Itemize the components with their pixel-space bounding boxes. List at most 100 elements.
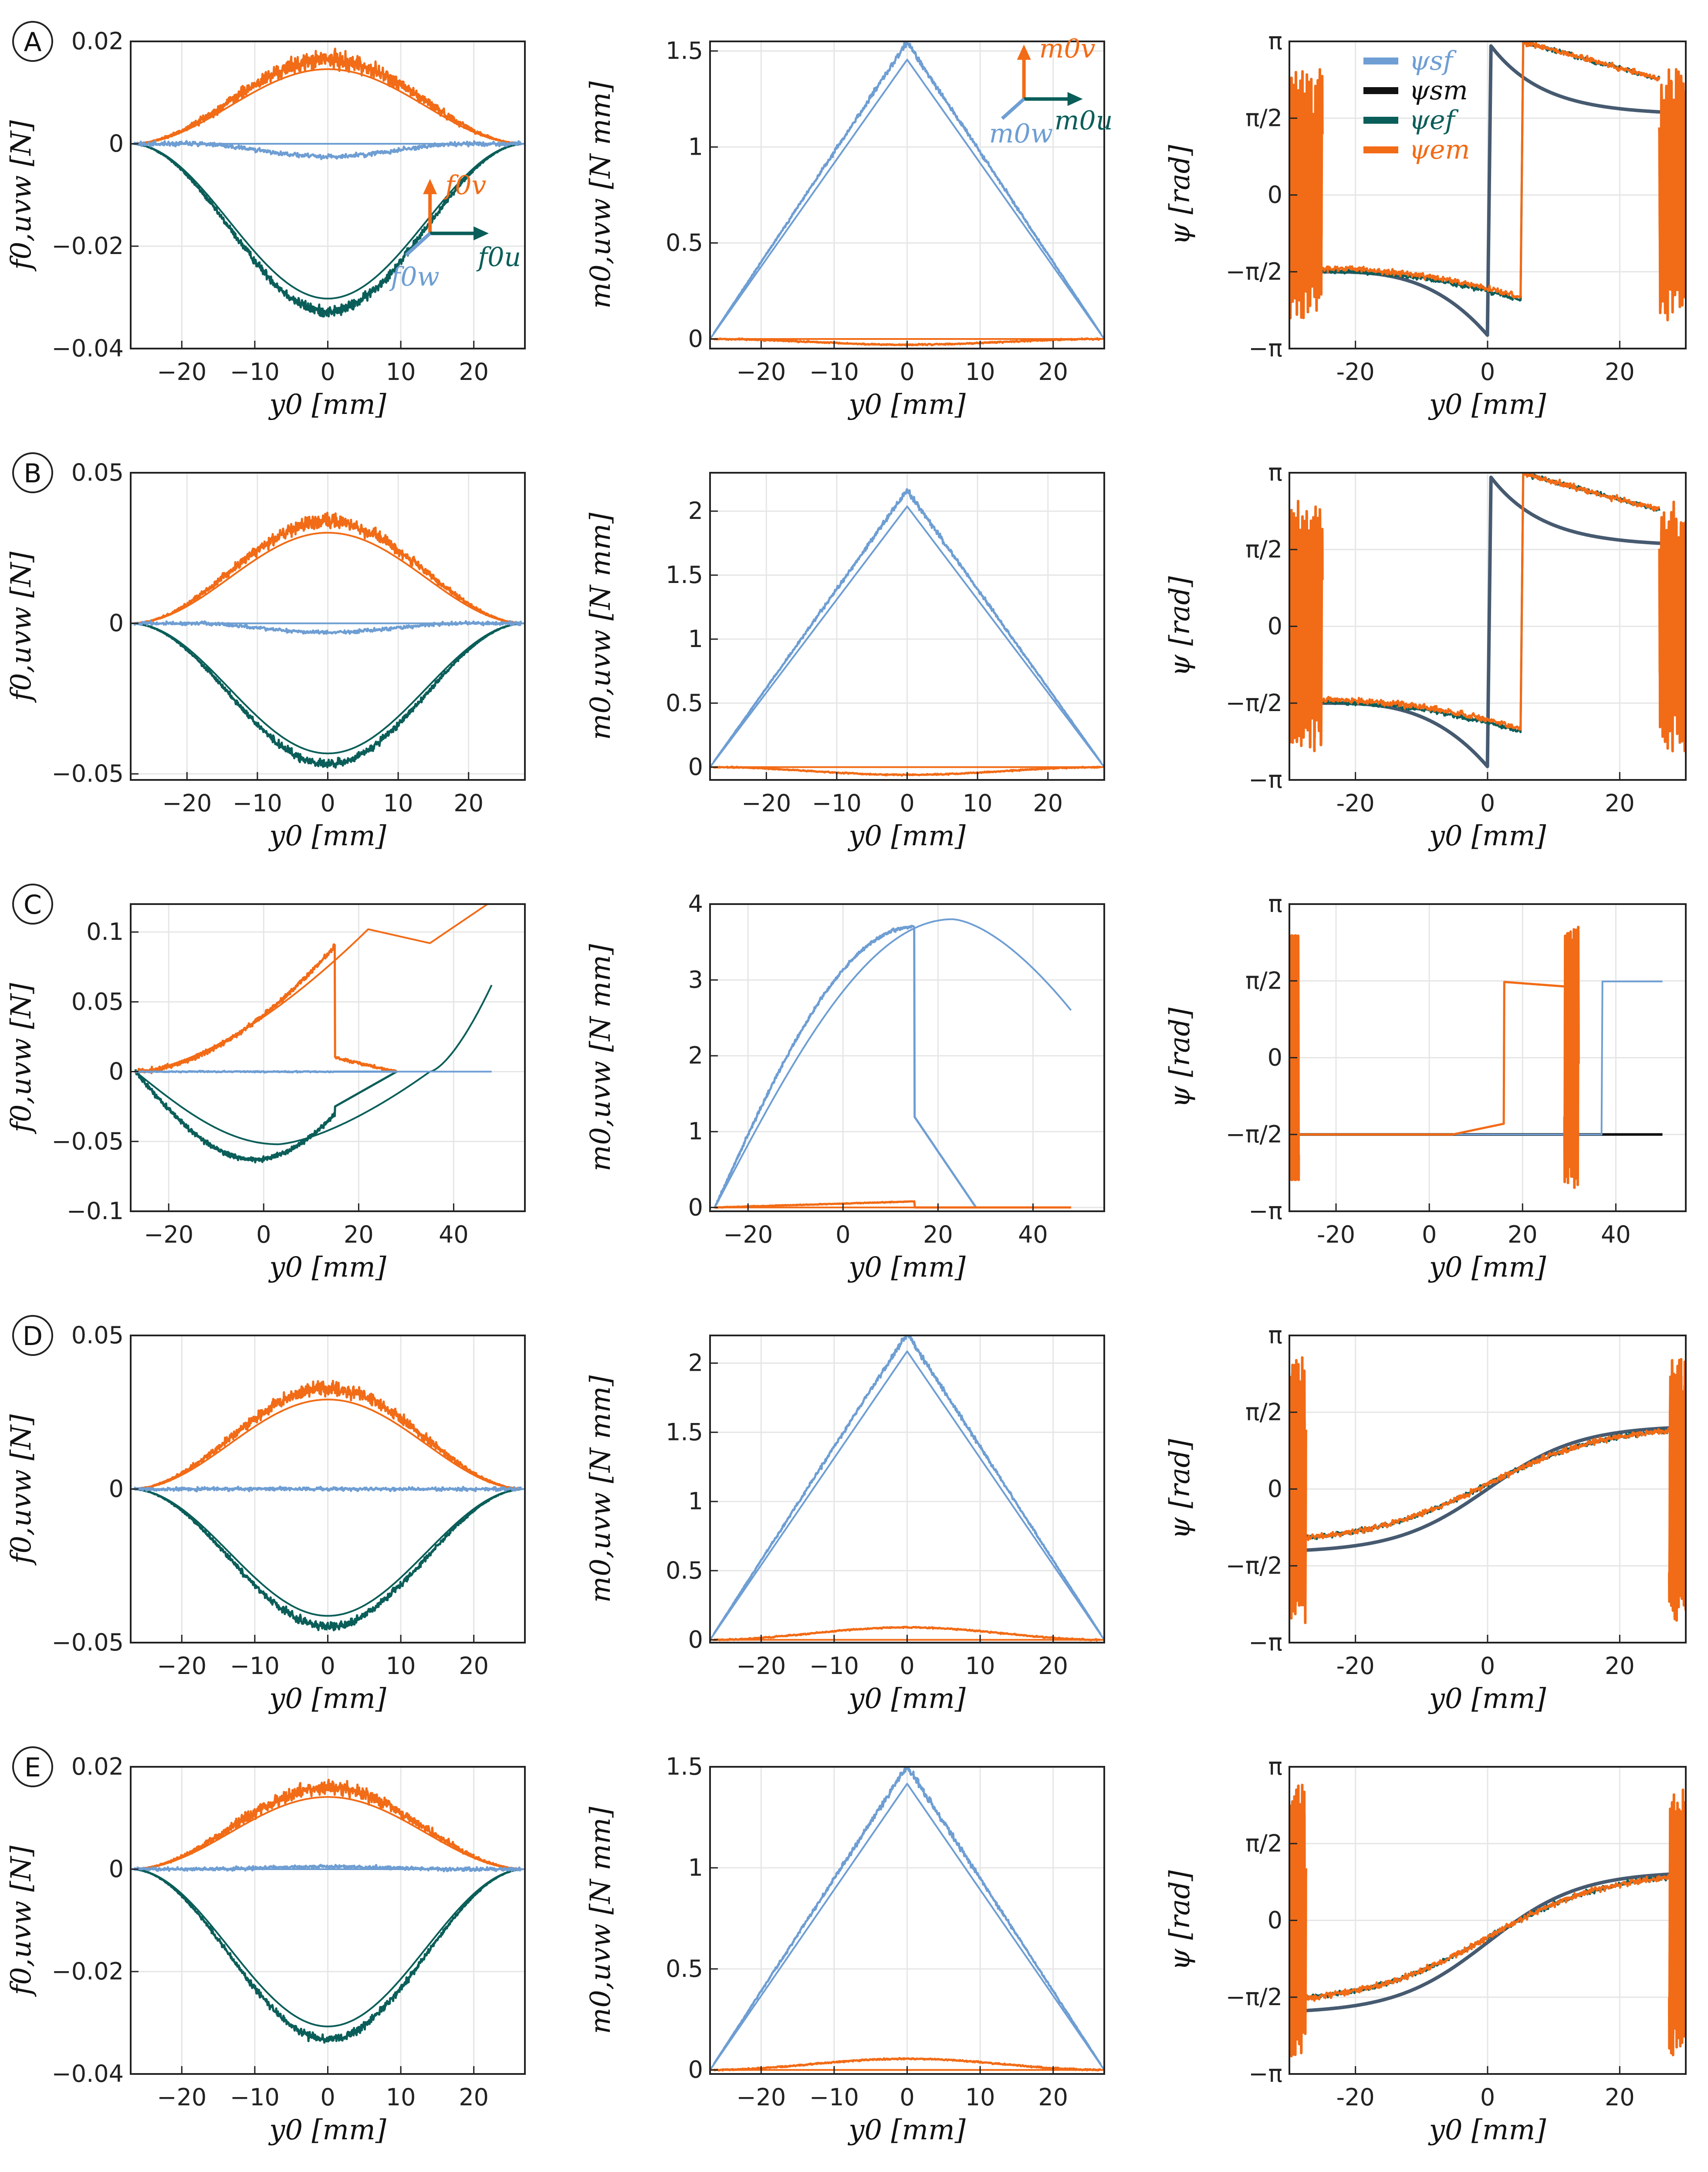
series-em xyxy=(1298,981,1569,1136)
plot-area xyxy=(1289,473,1686,769)
y-tick-label: 0 xyxy=(688,1626,703,1654)
series-v-model xyxy=(135,904,489,1073)
y-tick-label: 0.5 xyxy=(666,229,703,257)
series-em-noise-left xyxy=(1289,500,1324,752)
y-axis-label: m0,uvw [N mm] xyxy=(585,512,617,740)
y-tick-label: −0.02 xyxy=(52,232,124,260)
y-tick-label: π xyxy=(1268,459,1282,486)
y-tick-label: 1 xyxy=(688,1854,703,1881)
series-u-measured xyxy=(713,1335,1102,1635)
x-tick-label: −20 xyxy=(144,1221,193,1248)
series-u-model xyxy=(710,505,1104,768)
x-tick-label: 20 xyxy=(1038,2084,1068,2111)
y-tick-label: −0.04 xyxy=(52,2060,124,2087)
series-w-measured xyxy=(713,1626,1101,1642)
x-tick-label: -20 xyxy=(1336,358,1375,386)
panel-E-angle: -20 0 20 −π −π/2 0 π/2 π y0 [mm] ψ [rad] xyxy=(1164,1753,1687,2146)
x-tick-label: 0 xyxy=(320,790,335,817)
y-tick-label: −π xyxy=(1248,1629,1282,1656)
x-tick-label: 0 xyxy=(320,2084,335,2111)
series-em-noise-left xyxy=(1289,68,1324,319)
x-tick-label: 0 xyxy=(835,1221,850,1248)
arrowhead-f0v xyxy=(423,179,437,194)
y-tick-label: 4 xyxy=(688,890,703,918)
y-tick-label: 0.5 xyxy=(666,1955,703,1982)
x-tick-label: 20 xyxy=(1605,358,1635,386)
series-u-model xyxy=(131,143,525,300)
x-tick-label: −20 xyxy=(741,790,791,817)
x-tick-label: -20 xyxy=(1336,1652,1375,1680)
x-tick-label: 0 xyxy=(1480,358,1495,386)
y-tick-label: −0.05 xyxy=(52,1128,124,1155)
series-em-noise-left xyxy=(1289,1356,1307,1624)
row-label: B xyxy=(24,458,41,489)
x-tick-label: 10 xyxy=(963,790,993,817)
y-tick-label: 1.5 xyxy=(666,37,703,64)
y-tick-label: 1.5 xyxy=(666,1753,703,1780)
series-v-measured xyxy=(133,1379,522,1490)
x-tick-label: 10 xyxy=(965,2084,995,2111)
y-tick-label: π xyxy=(1268,27,1282,55)
series-v-model xyxy=(131,532,525,624)
x-axis-label: y0 [mm] xyxy=(1428,820,1547,852)
x-tick-label: −20 xyxy=(157,358,206,386)
y-tick-label: 1 xyxy=(688,1488,703,1515)
panel-E-force: −20 −10 0 10 20 −0.04 −0.02 0 0.02 y0 [mm] f0,uvw … xyxy=(5,1746,526,2146)
y-tick-label: 1 xyxy=(688,625,703,653)
x-tick-label: −20 xyxy=(157,2084,206,2111)
row-label: D xyxy=(23,1321,43,1352)
series-em-noise-left xyxy=(1289,934,1300,1181)
y-tick-label: 3 xyxy=(688,966,703,993)
x-tick-label: −10 xyxy=(812,790,862,817)
y-tick-label: 0 xyxy=(688,325,703,352)
y-axis-label: f0,uvw [N] xyxy=(5,983,37,1134)
y-axis-label: m0,uvw [N mm] xyxy=(585,944,617,1172)
y-tick-label: π/2 xyxy=(1245,535,1282,563)
x-axis-label: y0 [mm] xyxy=(847,1251,966,1284)
row-label: A xyxy=(24,27,41,58)
y-tick-label: 0 xyxy=(1268,613,1282,640)
x-tick-label: 0 xyxy=(1480,1652,1495,1680)
x-tick-label: 0 xyxy=(1480,2084,1495,2111)
x-tick-label: 0 xyxy=(320,358,335,386)
y-tick-label: 0 xyxy=(1268,1044,1282,1071)
y-tick-label: 1.5 xyxy=(666,561,703,589)
y-tick-label: −π xyxy=(1248,1197,1282,1225)
x-tick-label: −10 xyxy=(809,2084,859,2111)
y-axis-label: m0,uvw [N mm] xyxy=(585,81,617,309)
x-tick-label: −10 xyxy=(809,358,859,386)
plot-area xyxy=(1289,1356,1686,1624)
x-tick-label: 0 xyxy=(900,1652,914,1680)
y-tick-label: −0.04 xyxy=(52,335,124,362)
y-axis-label: f0,uvw [N] xyxy=(5,1414,37,1565)
x-tick-label: 10 xyxy=(965,358,995,386)
y-tick-label: 0.5 xyxy=(666,689,703,717)
x-tick-label: −20 xyxy=(723,1221,773,1248)
row-label-circle xyxy=(12,1746,53,1787)
x-tick-label: 0 xyxy=(900,2084,914,2111)
x-axis-label: y0 [mm] xyxy=(1428,389,1547,421)
annotation-m0u: m0u xyxy=(1055,105,1113,136)
series-u-model xyxy=(131,622,525,755)
y-tick-label: 0 xyxy=(109,610,124,637)
annotation-f0v: f0v xyxy=(443,170,486,201)
y-axis-label: m0,uvw [N mm] xyxy=(585,1375,617,1603)
y-tick-label: 0.05 xyxy=(71,459,124,486)
panel-B-force: −20 −10 0 10 20 −0.05 0 0.05 y0 [mm] f0,uvw [N] B xyxy=(5,452,526,852)
y-tick-label: 0 xyxy=(109,1855,124,1883)
x-tick-label: 20 xyxy=(1038,358,1068,386)
y-tick-label: 1.5 xyxy=(666,1418,703,1446)
x-tick-label: 10 xyxy=(383,790,413,817)
series-v-measured xyxy=(133,512,522,625)
panel-D-moment: −20 −10 0 10 20 0 0.5 1 1.5 2 y0 [mm] m0,uvw [N mm] xyxy=(585,1335,1105,1715)
legend-label: ψsm xyxy=(1409,75,1468,106)
series-u-model xyxy=(710,1350,1104,1640)
arrow-m0w xyxy=(1001,98,1025,120)
series-em-noise xyxy=(1563,925,1580,1189)
x-tick-label: 20 xyxy=(1605,2084,1635,2111)
y-tick-label: 0 xyxy=(688,1193,703,1221)
y-tick-label: 0.02 xyxy=(71,1753,124,1780)
y-tick-label: 0 xyxy=(1268,1907,1282,1934)
y-tick-label: 0 xyxy=(1268,181,1282,209)
x-tick-label: −20 xyxy=(736,358,786,386)
